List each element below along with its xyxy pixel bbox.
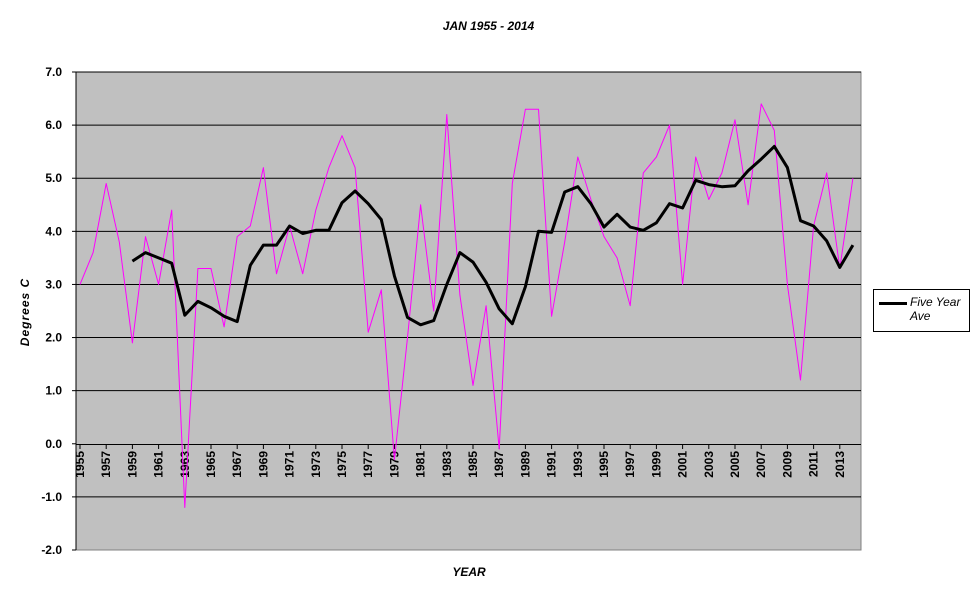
legend-label-five-year-ave: Five Year Ave bbox=[910, 295, 961, 323]
x-tick-label: 1959 bbox=[125, 451, 139, 478]
x-tick-label: 1997 bbox=[623, 451, 637, 478]
y-tick-label: 1.0 bbox=[45, 384, 62, 398]
y-tick-label: 7.0 bbox=[45, 65, 62, 79]
gridlines bbox=[76, 71, 861, 498]
series-line-five-year-ave bbox=[131, 144, 855, 327]
y-axis-label: Degrees C bbox=[18, 277, 32, 347]
x-axis-label: YEAR bbox=[452, 565, 486, 579]
x-tick-label: 1971 bbox=[283, 451, 297, 478]
x-tick-label: 1999 bbox=[649, 451, 663, 478]
x-tick-label: 1975 bbox=[335, 451, 349, 478]
x-tick-label: 1955 bbox=[73, 451, 87, 478]
x-tick-label: 1985 bbox=[466, 451, 480, 478]
x-tick-label: 2003 bbox=[702, 451, 716, 478]
x-tick-label: 2001 bbox=[676, 451, 690, 478]
x-tick-label: 1967 bbox=[230, 451, 244, 478]
x-tick-label: 1973 bbox=[309, 451, 323, 478]
x-tick-label: 1977 bbox=[361, 451, 375, 478]
x-tick-label: 1965 bbox=[204, 451, 218, 478]
x-tick-label: 2013 bbox=[833, 451, 847, 478]
x-tick-label: 1981 bbox=[414, 451, 428, 478]
x-tick-label: 1961 bbox=[152, 451, 166, 478]
x-tick-label: 1983 bbox=[440, 451, 454, 478]
y-tick-label: -1.0 bbox=[41, 490, 62, 504]
y-tick-label: 5.0 bbox=[45, 171, 62, 185]
x-tick-label: 2009 bbox=[780, 451, 794, 478]
x-tick-label: 1957 bbox=[99, 451, 113, 478]
legend-swatch-five-year-ave bbox=[879, 302, 907, 305]
y-tick-label: 2.0 bbox=[45, 331, 62, 345]
y-tick-label: 0.0 bbox=[45, 437, 62, 451]
x-axis-ticks: 1955 1957 1959 1961 1963 1965 1967 1969 1971 1973… bbox=[73, 444, 847, 478]
x-tick-label: 2011 bbox=[807, 451, 821, 477]
x-tick-label: 1995 bbox=[597, 451, 611, 478]
x-tick-label: 1963 bbox=[178, 451, 192, 478]
x-tick-label: 2005 bbox=[728, 451, 742, 478]
legend: Five Year Ave bbox=[873, 289, 970, 332]
x-tick-label: 1979 bbox=[387, 451, 401, 478]
series-line-monthly-temperature bbox=[79, 103, 854, 508]
x-tick-label: 2007 bbox=[754, 451, 768, 478]
series-group bbox=[79, 103, 855, 508]
x-tick-label: 1969 bbox=[256, 451, 270, 478]
x-tick-label: 1987 bbox=[492, 451, 506, 478]
y-tick-label: 3.0 bbox=[45, 277, 62, 291]
x-tick-label: 1991 bbox=[545, 451, 559, 478]
x-tick-label: 1989 bbox=[518, 451, 532, 478]
y-axis-ticks: 7.0 6.0 5.0 4.0 3.0 2.0 1.0 0.0 -1.0 -2.0 bbox=[41, 65, 76, 557]
y-tick-label: 4.0 bbox=[45, 224, 62, 238]
y-tick-label: -2.0 bbox=[41, 543, 62, 557]
x-tick-label: 1993 bbox=[571, 451, 585, 478]
chart-title: JAN 1955 - 2014 bbox=[442, 19, 535, 33]
plot-area bbox=[75, 71, 862, 551]
y-tick-label: 6.0 bbox=[45, 118, 62, 132]
